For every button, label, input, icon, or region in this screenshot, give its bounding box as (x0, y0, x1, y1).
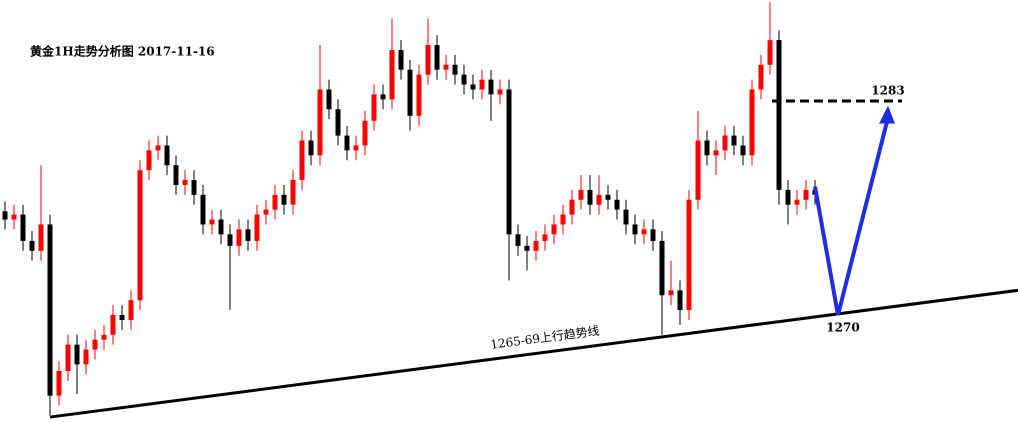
candle-body (686, 199, 692, 311)
candle-body (200, 194, 206, 225)
candle-body (569, 199, 575, 215)
projection-arrowhead (879, 105, 895, 124)
candle-body (632, 224, 638, 235)
candle-body (164, 145, 170, 166)
candle-body (794, 199, 800, 205)
candle-body (263, 209, 269, 215)
candle-body (326, 89, 332, 110)
candle-body (380, 94, 386, 100)
candle-body (695, 140, 701, 200)
candle-body (65, 344, 71, 371)
candle-body (533, 240, 539, 251)
candle-body (767, 40, 773, 65)
candle-body (497, 89, 503, 95)
candle-body (362, 120, 368, 146)
candle-body (560, 214, 566, 225)
candle-body (650, 229, 656, 241)
candle-body (2, 211, 8, 220)
candle-body (758, 64, 764, 90)
candle-body (146, 150, 152, 171)
candle-body (542, 234, 548, 241)
candle-body (245, 229, 251, 241)
candle-body (47, 224, 53, 396)
candle-body (416, 74, 422, 116)
candle-body (56, 370, 62, 396)
candle-body (731, 135, 737, 146)
projection-line (813, 117, 890, 316)
candle-body (596, 194, 602, 205)
chart-title: 黄金1H走势分析图 2017-11-16 (30, 44, 215, 59)
candle-body (353, 145, 359, 151)
candle-body (335, 109, 341, 136)
candle-body (443, 64, 449, 70)
candle-body (407, 69, 413, 116)
candle-body (461, 74, 467, 85)
candle-body (209, 219, 215, 225)
candle-body (83, 349, 89, 365)
candle-body (623, 209, 629, 225)
candle-body (740, 145, 746, 156)
candle-body (101, 334, 107, 340)
candle-body (677, 290, 683, 311)
candle-body (74, 344, 80, 365)
candle-body (614, 199, 620, 210)
candle-body (173, 165, 179, 185)
candle-body (488, 79, 494, 95)
candle-body (605, 194, 611, 200)
trend-line (49, 288, 1018, 419)
candle-body (668, 290, 674, 296)
candle-body (776, 40, 782, 190)
candle-body (434, 45, 440, 70)
candle-body (110, 315, 116, 335)
candle-body (137, 170, 143, 301)
candle-body (254, 214, 260, 241)
candle-body (155, 145, 161, 151)
candle-body (344, 135, 350, 151)
candle-body (389, 49, 395, 100)
candle-body (722, 135, 728, 151)
candle-body (29, 240, 35, 251)
candle-body (227, 234, 233, 246)
candle-body (128, 300, 134, 320)
candle-body (218, 219, 224, 235)
candle-body (371, 94, 377, 121)
candle-body (704, 140, 710, 156)
support-label: 1270 (826, 321, 859, 335)
candle-body (92, 339, 98, 350)
candle-body (191, 180, 197, 195)
candle-body (479, 79, 485, 90)
candle-body (38, 224, 44, 251)
candle-body (299, 140, 305, 181)
candle-body (551, 224, 557, 235)
candle-body (398, 49, 404, 70)
candle-body (713, 150, 719, 156)
candle-body (20, 214, 26, 241)
candle-body (803, 189, 809, 200)
candle-body (506, 89, 512, 235)
candle-body (659, 240, 665, 296)
candle-body (515, 234, 521, 246)
candle-body (317, 89, 323, 156)
candle-body (11, 214, 17, 220)
candle-body (182, 180, 188, 185)
candle-body (587, 189, 593, 205)
candle-body (641, 229, 647, 235)
candle-body (308, 140, 314, 156)
candle-body (785, 189, 791, 205)
candle-body (425, 45, 431, 75)
candle-body (578, 189, 584, 200)
candle-body (470, 84, 476, 90)
candle-body (119, 315, 125, 320)
candle-body (749, 89, 755, 156)
candle-body (524, 245, 530, 251)
target-label: 1283 (871, 84, 904, 98)
candle-body (236, 229, 242, 246)
candle-body (452, 64, 458, 75)
candle-body (281, 194, 287, 205)
candle-body (290, 180, 296, 205)
candle-body (272, 194, 278, 210)
